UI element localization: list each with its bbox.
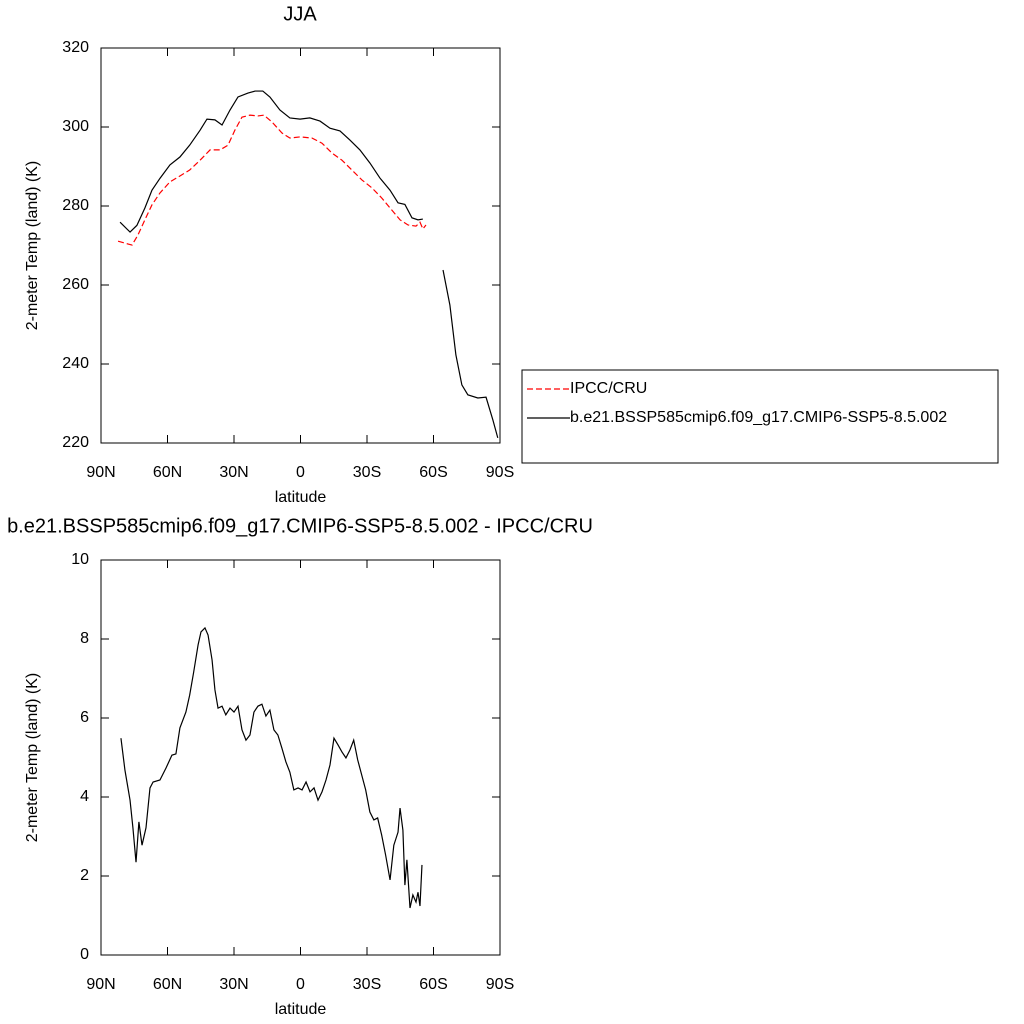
- y-tick-label: 300: [62, 118, 89, 135]
- y-tick-label: 0: [80, 946, 89, 963]
- plot-frame: [100, 559, 501, 956]
- y-tick-label: 6: [80, 709, 89, 726]
- x-tick-label: 60N: [153, 464, 182, 481]
- x-tick-label: 30S: [353, 464, 381, 481]
- x-axis-label: latitude: [275, 1001, 327, 1018]
- x-tick-label: 30N: [219, 976, 248, 993]
- y-tick-label: 8: [80, 630, 89, 647]
- data-line: [117, 114, 427, 246]
- y-tick-label: 240: [62, 355, 89, 372]
- chart-title: b.e21.BSSP585cmip6.f09_g17.CMIP6-SSP5-8.…: [7, 515, 593, 537]
- y-tick-label: 320: [62, 39, 89, 56]
- plot-frame: [100, 47, 501, 444]
- x-tick-label: 60S: [419, 464, 447, 481]
- legend-label: IPCC/CRU: [570, 380, 647, 397]
- y-tick-label: 4: [80, 788, 89, 805]
- y-tick-label: 260: [62, 276, 89, 293]
- x-tick-label: 90S: [486, 976, 514, 993]
- x-tick-label: 90S: [486, 464, 514, 481]
- y-tick-label: 10: [71, 551, 89, 568]
- legend-box: [521, 369, 999, 464]
- y-tick-label: 280: [62, 197, 89, 214]
- y-tick-label: 2: [80, 867, 89, 884]
- chart-title: JJA: [283, 3, 317, 25]
- legend-label: b.e21.BSSP585cmip6.f09_g17.CMIP6-SSP5-8.…: [570, 409, 947, 426]
- x-tick-label: 90N: [86, 464, 115, 481]
- x-tick-label: 30N: [219, 464, 248, 481]
- x-tick-label: 60N: [153, 976, 182, 993]
- x-tick-label: 60S: [419, 976, 447, 993]
- y-axis-label: 2-meter Temp (land) (K): [24, 673, 41, 843]
- x-tick-label: 30S: [353, 976, 381, 993]
- data-line: [120, 626, 423, 909]
- data-line: [119, 90, 499, 439]
- y-tick-label: 220: [62, 434, 89, 451]
- y-axis-label: 2-meter Temp (land) (K): [24, 161, 41, 331]
- x-tick-label: 0: [296, 976, 305, 993]
- x-tick-label: 90N: [86, 976, 115, 993]
- x-axis-label: latitude: [275, 489, 327, 506]
- x-tick-label: 0: [296, 464, 305, 481]
